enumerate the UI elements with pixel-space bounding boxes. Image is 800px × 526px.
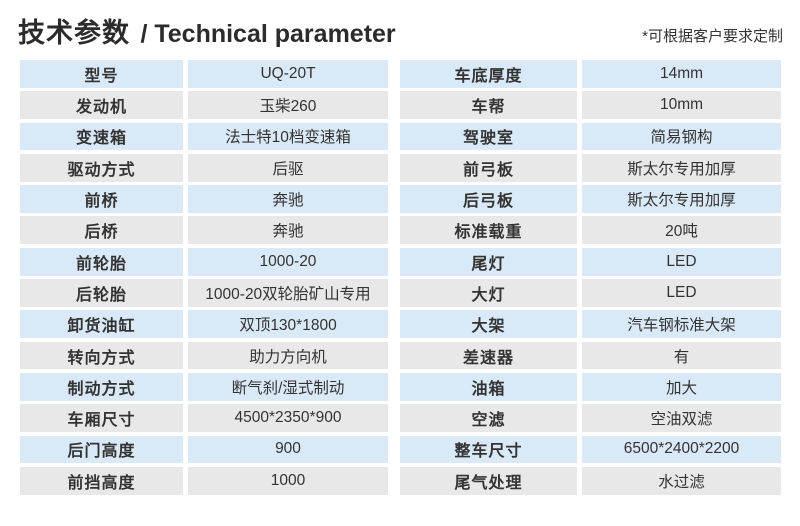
table-row: 尾灯 LED [400, 247, 781, 276]
param-label: 后轮胎 [20, 279, 183, 307]
param-value: 20吨 [582, 216, 781, 245]
param-label: 尾灯 [400, 247, 577, 276]
table-row: 标准载重 20吨 [400, 216, 781, 245]
param-label: 油箱 [400, 372, 577, 401]
param-value: 14mm [582, 60, 781, 88]
param-value: 4500*2350*900 [188, 404, 388, 433]
spec-tables-container: 型号 UQ-20T 发动机 玉柴260 变速箱 法士特10档变速箱 驱动方式 后驱 前桥 奔驰 后桥… [0, 60, 800, 495]
table-row: 转向方式 助力方向机 [20, 341, 388, 370]
table-row: 型号 UQ-20T [20, 60, 388, 88]
param-label: 标准载重 [400, 216, 577, 245]
param-value: 助力方向机 [188, 341, 388, 370]
param-label: 大架 [400, 310, 577, 339]
param-value: 6500*2400*2200 [582, 435, 781, 464]
param-label: 整车尺寸 [400, 435, 577, 464]
table-row: 车厢尺寸 4500*2350*900 [20, 404, 388, 433]
param-value: 汽车钢标准大架 [582, 310, 781, 339]
param-label: 大灯 [400, 279, 577, 307]
table-row: 前轮胎 1000-20 [20, 247, 388, 276]
param-value: 简易钢构 [582, 122, 781, 151]
table-row: 空滤 空油双滤 [400, 404, 781, 433]
param-label: 制动方式 [20, 372, 183, 401]
param-label: 驱动方式 [20, 153, 183, 182]
table-row: 大架 汽车钢标准大架 [400, 310, 781, 339]
page-title-chinese: 技术参数 [18, 18, 130, 48]
customization-note: *可根据客户要求定制 [642, 28, 783, 45]
param-value: 900 [188, 435, 388, 464]
param-label: 尾气处理 [400, 466, 577, 495]
param-value: 双顶130*1800 [188, 310, 388, 339]
param-value: 1000 [188, 466, 388, 495]
table-row: 变速箱 法士特10档变速箱 [20, 122, 388, 151]
param-label: 发动机 [20, 91, 183, 120]
param-value: 断气刹/湿式制动 [188, 372, 388, 401]
param-value: 玉柴260 [188, 91, 388, 120]
param-value: 1000-20双轮胎矿山专用 [188, 279, 388, 307]
table-row: 整车尺寸 6500*2400*2200 [400, 435, 781, 464]
param-label: 前弓板 [400, 153, 577, 182]
param-label: 空滤 [400, 404, 577, 433]
table-row: 差速器有 [400, 341, 781, 370]
table-row: 驱动方式 后驱 [20, 153, 388, 182]
param-value: LED [582, 279, 781, 307]
param-value: 空油双滤 [582, 404, 781, 433]
table-row: 后门高度 900 [20, 435, 388, 464]
param-label: 型号 [20, 60, 183, 88]
table-row: 驾驶室 简易钢构 [400, 122, 781, 151]
table-row: 后轮胎 1000-20双轮胎矿山专用 [20, 279, 388, 307]
table-row: 前桥 奔驰 [20, 185, 388, 213]
param-label: 卸货油缸 [20, 310, 183, 339]
table-row: 车帮 10mm [400, 91, 781, 120]
param-value: 后驱 [188, 153, 388, 182]
param-value: UQ-20T [188, 60, 388, 88]
table-row: 前弓板 斯太尔专用加厚 [400, 153, 781, 182]
table-row: 发动机 玉柴260 [20, 91, 388, 120]
page-title-english: / Technical parameter [140, 20, 396, 48]
header: 技术参数 / Technical parameter *可根据客户要求定制 [0, 0, 800, 60]
param-label: 后桥 [20, 216, 183, 245]
param-value: 10mm [582, 91, 781, 120]
param-label: 前桥 [20, 185, 183, 213]
param-label: 车底厚度 [400, 60, 577, 88]
param-label: 前挡高度 [20, 466, 183, 495]
param-label: 前轮胎 [20, 247, 183, 276]
param-value: 法士特10档变速箱 [188, 122, 388, 151]
table-row: 车底厚度 14mm [400, 60, 781, 88]
param-label: 后门高度 [20, 435, 183, 464]
param-value: 1000-20 [188, 247, 388, 276]
param-value: 奔驰 [188, 185, 388, 213]
param-value: LED [582, 247, 781, 276]
table-row: 尾气处理 水过滤 [400, 466, 781, 495]
param-value: 奔驰 [188, 216, 388, 245]
param-label: 变速箱 [20, 122, 183, 151]
param-value: 斯太尔专用加厚 [582, 185, 781, 213]
param-value: 水过滤 [582, 466, 781, 495]
table-row: 大灯 LED [400, 279, 781, 307]
param-label: 车帮 [400, 91, 577, 120]
param-value: 加大 [582, 372, 781, 401]
table-row: 前挡高度 1000 [20, 466, 388, 495]
param-value: 有 [582, 341, 781, 370]
param-label: 后弓板 [400, 185, 577, 213]
spec-table-left: 型号 UQ-20T 发动机 玉柴260 变速箱 法士特10档变速箱 驱动方式 后驱 前桥 奔驰 后桥… [20, 60, 388, 495]
page-title: 技术参数 / Technical parameter [18, 11, 396, 50]
table-row: 制动方式 断气刹/湿式制动 [20, 372, 388, 401]
table-row: 油箱 加大 [400, 372, 781, 401]
param-value: 斯太尔专用加厚 [582, 153, 781, 182]
param-label: 差速器 [400, 341, 577, 370]
param-label: 转向方式 [20, 341, 183, 370]
param-label: 驾驶室 [400, 122, 577, 151]
spec-table-right: 车底厚度 14mm 车帮 10mm 驾驶室 简易钢构 前弓板 斯太尔专用加厚 后弓板 斯太尔专用加… [400, 60, 781, 495]
table-row: 后弓板 斯太尔专用加厚 [400, 185, 781, 213]
table-row: 卸货油缸 双顶130*1800 [20, 310, 388, 339]
param-label: 车厢尺寸 [20, 404, 183, 433]
table-row: 后桥 奔驰 [20, 216, 388, 245]
